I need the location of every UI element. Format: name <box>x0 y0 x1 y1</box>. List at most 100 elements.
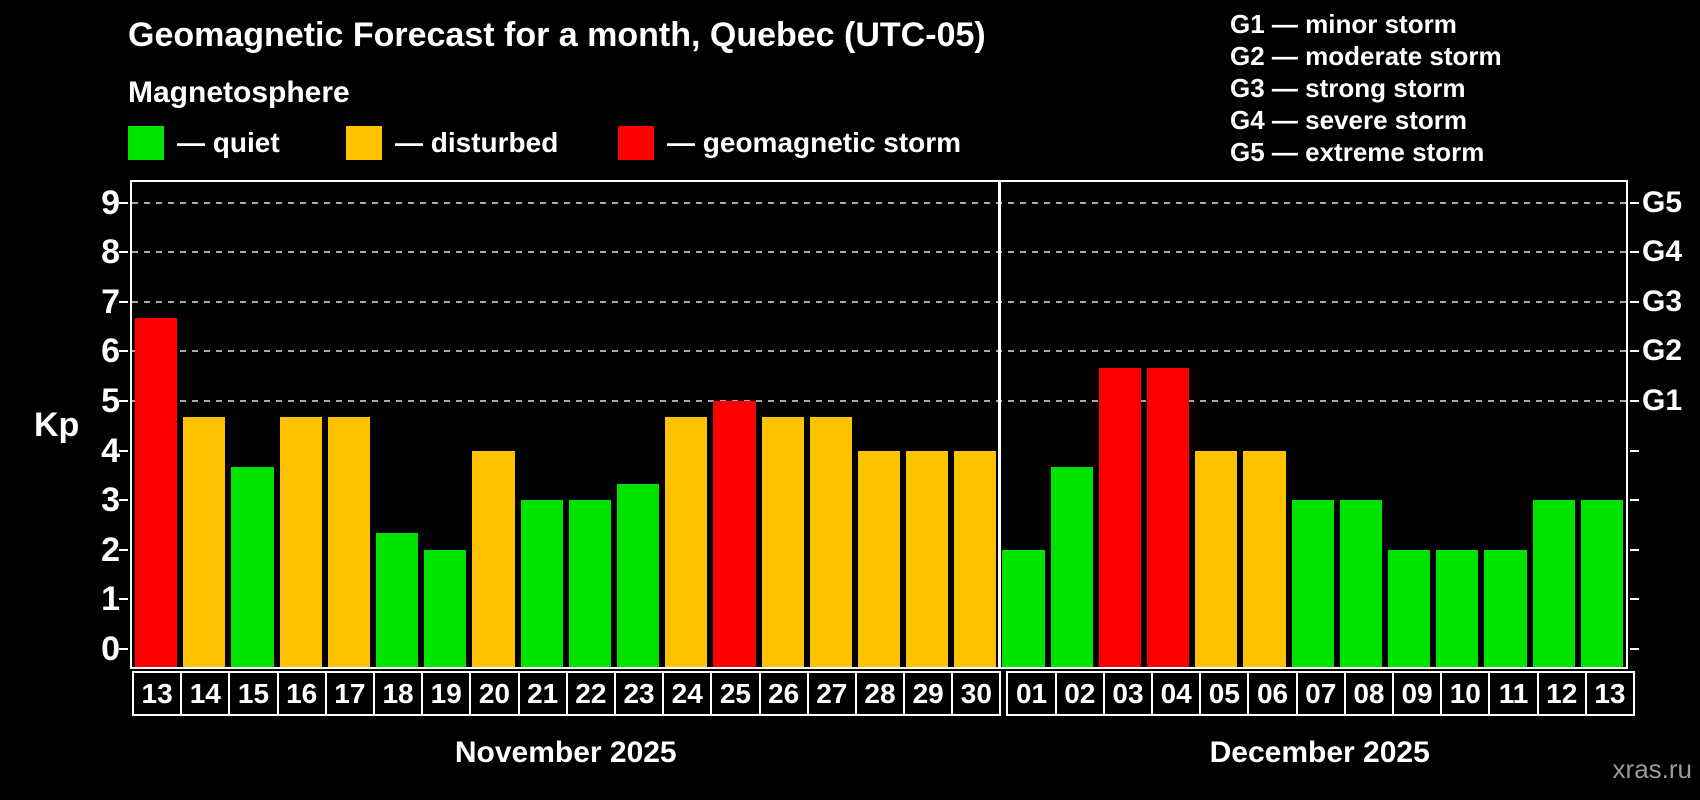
g-legend-line-g1: G1 — minor storm <box>1230 9 1457 39</box>
y-axis-label-3: 3 <box>101 481 120 520</box>
kp-bar-nov-16 <box>279 417 322 667</box>
y-axis-label-0: 0 <box>101 630 120 668</box>
kp-bar-nov-18 <box>375 533 419 667</box>
day-label-nov-27: 27 <box>806 671 857 716</box>
right-axis-label-g5: G5 <box>1642 185 1683 219</box>
day-label-nov-28: 28 <box>854 671 906 716</box>
kp-bar-dec-03 <box>1098 367 1142 667</box>
day-label-dec-06: 06 <box>1247 671 1298 716</box>
disturbed-color-swatch <box>346 126 382 160</box>
kp-bar-dec-13 <box>1580 500 1623 667</box>
g-legend-line-g4: G4 — severe storm <box>1230 105 1468 135</box>
month-label-november: November 2025 <box>454 736 677 769</box>
right-axis-label-g2: G2 <box>1642 334 1683 368</box>
day-label-nov-15: 15 <box>228 671 279 716</box>
y-axis-tick-left <box>119 251 128 254</box>
y-axis-tick-left <box>119 400 128 402</box>
kp-bar-nov-30 <box>954 450 997 667</box>
y-axis-tick-left <box>119 598 128 601</box>
day-label-dec-04: 04 <box>1151 671 1202 716</box>
kp-bar-nov-20 <box>472 450 515 667</box>
day-label-dec-08: 08 <box>1343 671 1395 716</box>
kp-bar-dec-11 <box>1484 549 1527 667</box>
day-label-dec-10: 10 <box>1440 671 1491 716</box>
watermark-xras: xras.ru <box>1612 754 1692 784</box>
day-label-nov-20: 20 <box>469 671 520 716</box>
day-label-nov-22: 22 <box>565 671 616 716</box>
gridline-kp6 <box>132 350 1626 353</box>
kp-bar-dec-08 <box>1339 500 1383 667</box>
right-axis-label-g4: G4 <box>1642 235 1683 269</box>
kp-bar-dec-04 <box>1147 367 1190 667</box>
day-label-dec-12: 12 <box>1536 671 1587 716</box>
day-label-nov-24: 24 <box>662 671 713 716</box>
y-axis-label-1: 1 <box>101 580 120 619</box>
y-axis-tick-left <box>119 201 128 204</box>
kp-bar-nov-28 <box>857 450 901 667</box>
y-axis-tick-left <box>119 499 128 502</box>
day-label-dec-07: 07 <box>1295 671 1346 716</box>
kp-bar-dec-09 <box>1388 549 1431 667</box>
kp-bar-nov-25 <box>713 401 756 667</box>
right-axis-label-g1: G1 <box>1642 384 1683 417</box>
y-axis-tick-right <box>1630 449 1639 452</box>
g-scale-legend: G1 — minor storm G2 — moderate storm G3 … <box>1230 8 1502 168</box>
day-label-nov-25: 25 <box>710 671 761 716</box>
day-label-nov-17: 17 <box>324 671 375 716</box>
kp-bar-nov-29 <box>906 450 949 667</box>
gridline-kp5 <box>132 400 1626 402</box>
day-label-dec-11: 11 <box>1488 671 1539 716</box>
x-axis-day-row: 13 14 15 16 17 18 19 20 21 22 23 24 25 26 27 28 29 30 01 02… <box>132 671 1652 716</box>
day-label-dec-01: 01 <box>1006 671 1057 716</box>
day-label-nov-14: 14 <box>180 671 231 716</box>
gridline-kp9 <box>132 201 1626 204</box>
day-label-nov-19: 19 <box>421 671 472 716</box>
kp-bar-dec-06 <box>1243 450 1286 667</box>
kp-bar-dec-02 <box>1050 466 1093 667</box>
kp-bar-nov-24 <box>665 417 708 667</box>
legend-label-storm: — geomagnetic storm <box>667 127 962 158</box>
day-label-nov-26: 26 <box>758 671 809 716</box>
y-axis-tick-right <box>1630 251 1639 254</box>
kp-bar-nov-26 <box>761 417 804 667</box>
kp-bar-dec-07 <box>1291 500 1334 667</box>
y-axis-label-9: 9 <box>101 183 120 222</box>
kp-bar-nov-23 <box>616 483 660 667</box>
y-axis-tick-right <box>1630 499 1639 502</box>
page-title: Geomagnetic Forecast for a month, Quebec… <box>128 16 986 54</box>
legend-item-quiet: — quiet <box>128 126 280 160</box>
kp-bar-nov-17 <box>327 417 370 667</box>
y-axis-tick-right <box>1630 548 1639 551</box>
legend-label-quiet: — quiet <box>177 127 280 158</box>
kp-bar-dec-10 <box>1436 549 1479 667</box>
y-axis-label-7: 7 <box>101 282 120 321</box>
y-axis-tick-right <box>1630 350 1639 353</box>
day-label-dec-03: 03 <box>1102 671 1154 716</box>
y-axis-label-5: 5 <box>101 382 120 420</box>
day-label-dec-09: 09 <box>1392 671 1443 716</box>
y-axis-title-kp: Kp <box>34 405 80 444</box>
plot-area <box>119 180 1639 669</box>
kp-bar-nov-15 <box>231 466 274 667</box>
y-axis-tick-right <box>1630 648 1639 650</box>
kp-bar-dec-05 <box>1195 450 1238 667</box>
g-legend-line-g2: G2 — moderate storm <box>1230 41 1502 71</box>
kp-bar-nov-21 <box>520 500 563 667</box>
legend-item-storm: — geomagnetic storm <box>618 126 961 160</box>
g-legend-line-g3: G3 — strong storm <box>1230 73 1466 103</box>
y-axis-tick-left <box>119 350 128 353</box>
y-axis-tick-left <box>119 449 128 452</box>
y-axis-tick-right <box>1630 400 1639 402</box>
gridline-kp7 <box>132 300 1626 303</box>
kp-bar-nov-22 <box>568 500 611 667</box>
month-separator-line <box>997 182 1001 667</box>
y-axis-label-6: 6 <box>101 332 120 371</box>
y-axis-label-8: 8 <box>101 233 120 272</box>
day-label-nov-30: 30 <box>951 671 1002 716</box>
kp-bar-dec-12 <box>1532 500 1575 667</box>
y-axis-tick-left <box>119 548 128 551</box>
day-label-nov-18: 18 <box>372 671 424 716</box>
kp-bar-nov-14 <box>183 417 226 667</box>
day-label-dec-02: 02 <box>1054 671 1105 716</box>
kp-bar-dec-01 <box>1002 549 1045 667</box>
